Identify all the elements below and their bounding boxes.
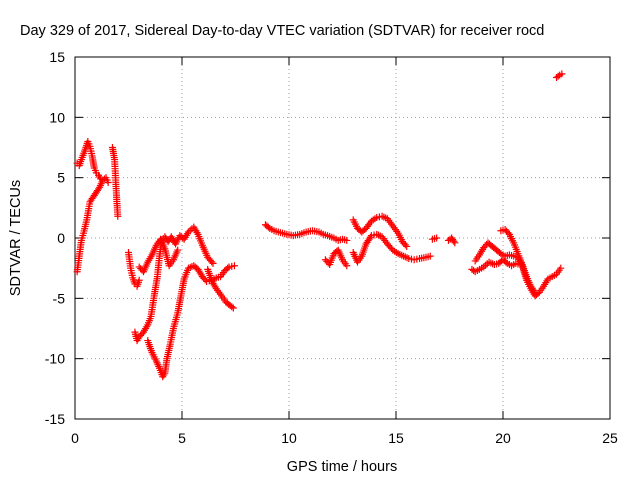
y-tick-label: 10 [49, 109, 65, 125]
data-point [343, 236, 351, 244]
data-points [73, 70, 566, 381]
y-tick-label: -15 [45, 411, 65, 427]
data-point [135, 276, 143, 284]
data-point [201, 276, 209, 284]
data-point [495, 248, 503, 256]
data-point [403, 242, 411, 250]
data-point [531, 288, 539, 296]
y-tick-label: -5 [53, 290, 66, 306]
data-point [209, 259, 217, 267]
data-point [230, 262, 238, 270]
y-axis-title: SDTVAR / TECUs [8, 180, 24, 296]
x-tick-label: 10 [281, 430, 297, 446]
x-tick-label: 15 [388, 430, 404, 446]
x-tick-label: 5 [178, 430, 186, 446]
data-point [426, 252, 434, 260]
y-tick-label: 5 [57, 170, 65, 186]
x-tick-label: 25 [602, 430, 618, 446]
y-tick-label: -10 [45, 351, 65, 367]
data-point [224, 264, 232, 272]
data-point [366, 233, 374, 241]
data-point [104, 178, 112, 186]
data-point [229, 304, 237, 312]
data-point [174, 246, 182, 254]
y-tick-label: 0 [57, 230, 65, 246]
data-point [228, 303, 236, 311]
data-point [554, 72, 562, 80]
x-tick-label: 0 [71, 430, 79, 446]
data-point [114, 212, 122, 220]
data-point [343, 262, 351, 270]
data-point [208, 258, 216, 266]
data-point [401, 241, 409, 249]
plot-frame [74, 56, 611, 420]
data-point [264, 223, 272, 231]
data-point [450, 237, 458, 245]
data-point [451, 239, 459, 247]
chart-title: Day 329 of 2017, Sidereal Day-to-day VTE… [20, 23, 544, 39]
x-tick-label: 20 [495, 430, 511, 446]
data-point [557, 264, 565, 272]
data-point [558, 70, 566, 78]
data-point [504, 229, 512, 237]
x-axis-title: GPS time / hours [287, 459, 397, 475]
data-point [502, 258, 510, 266]
data-point [433, 234, 441, 242]
y-tick-label: 15 [49, 49, 65, 65]
